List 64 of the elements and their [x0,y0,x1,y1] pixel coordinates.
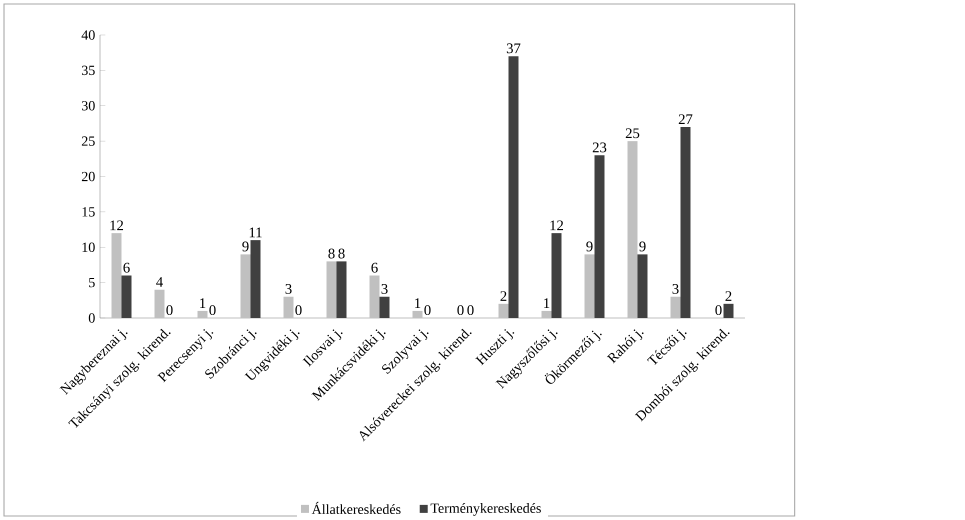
y-tick-label: 20 [82,172,95,182]
bar [284,296,294,318]
bar [680,126,690,318]
bar [723,304,734,318]
data-label: 2 [725,291,732,301]
data-label: 0 [457,305,464,316]
y-tick-label: 10 [82,242,95,252]
data-label: 0 [295,305,302,316]
bar [552,233,562,318]
data-label: 37 [506,43,520,54]
data-label: 12 [550,220,564,230]
data-label: 0 [166,305,173,316]
y-tick-label: 40 [82,30,95,40]
y-tick-label: 35 [82,66,95,76]
bar [412,310,423,318]
data-label: 6 [123,262,130,273]
data-label: 1 [544,298,550,308]
bar [250,240,261,318]
y-tick-label: 25 [82,136,95,146]
bar [498,304,508,318]
data-label: 0 [467,305,474,316]
data-label: 0 [715,305,722,316]
data-label: 8 [328,248,335,258]
data-label: 3 [672,284,679,294]
y-tick-label: 30 [82,101,95,110]
data-label: 1 [415,298,420,308]
data-label: 4 [156,277,163,287]
data-label: 2 [500,291,506,301]
bar [594,155,604,318]
bar [240,254,251,318]
bar [198,310,208,318]
data-label: 25 [626,128,640,138]
data-label: 6 [371,262,378,273]
data-label: 9 [586,242,593,252]
data-label: 8 [338,248,345,258]
data-label: 11 [250,228,262,238]
data-label: 9 [639,242,646,252]
data-label: 3 [286,284,292,294]
bar [508,56,518,318]
legend-label: Állatkereskedés [312,502,401,514]
bar [670,296,680,318]
data-label: 3 [382,284,388,294]
data-label: 12 [110,220,124,230]
y-tick-label: 0 [88,313,95,323]
bar [370,276,380,318]
bar [542,310,552,318]
data-label: 0 [209,305,216,316]
y-tick-label: 15 [82,207,95,217]
bar [584,254,594,318]
data-label: 23 [592,142,606,152]
bar [112,233,122,318]
data-label: 1 [200,298,206,308]
data-label: 0 [424,305,431,316]
bar [628,141,638,318]
bar [380,296,390,318]
y-tick-label: 5 [89,278,95,288]
bar [122,276,132,318]
bar [336,261,347,318]
legend-label: Terménykereskedés [430,503,541,516]
bar [638,254,648,318]
bar [326,261,337,318]
bar [154,290,165,318]
data-label: 27 [678,114,692,124]
data-label: 9 [242,242,249,252]
